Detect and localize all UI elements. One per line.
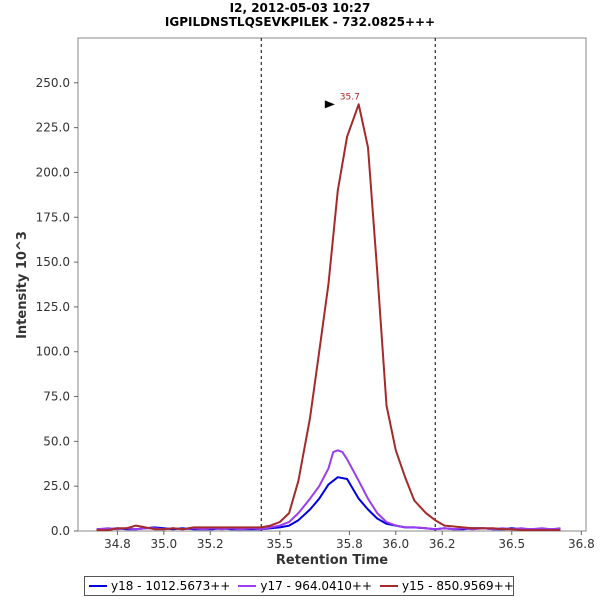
y-tick-label: 25.0	[43, 479, 70, 493]
series-line	[96, 103, 561, 532]
y-tick-label: 225.0	[36, 121, 70, 135]
y-tick-label: 0.0	[51, 524, 70, 538]
x-tick-label: 34.8	[104, 537, 131, 551]
legend-item: y17 - 964.0410++	[238, 579, 372, 593]
y-tick-label: 175.0	[36, 210, 70, 224]
y-tick-label: 125.0	[36, 300, 70, 314]
x-tick-label: 36.2	[429, 537, 456, 551]
legend-item: y18 - 1012.5673++	[89, 579, 230, 593]
x-axis: 34.8 35.0 35.2 35.5 35.8 36.0 36.2 36.5 36.8	[104, 531, 595, 551]
x-tick-label: 35.2	[197, 537, 224, 551]
x-tick-label: 36.5	[498, 537, 525, 551]
x-tick-label: 35.0	[150, 537, 177, 551]
retention-window-markers	[260, 38, 436, 531]
x-tick-label: 36.8	[568, 537, 595, 551]
y-axis-title: Intensity 10^3	[15, 231, 30, 339]
legend: y18 - 1012.5673++ y17 - 964.0410++ y15 - 8…	[84, 576, 514, 596]
chart-title: I2, 2012-05-03 10:27	[229, 1, 371, 15]
legend-swatch	[89, 585, 107, 587]
y-tick-label: 50.0	[43, 434, 70, 448]
y-tick-label: 100.0	[36, 345, 70, 359]
legend-label: y18 - 1012.5673++	[111, 579, 231, 593]
peak-annotation: 35.7	[324, 92, 360, 109]
legend-swatch	[380, 585, 399, 587]
legend-item: y15 - 850.9569++	[380, 579, 514, 593]
legend-swatch	[238, 585, 257, 587]
x-tick-label: 36.0	[382, 537, 409, 551]
y-tick-label: 250.0	[36, 76, 70, 90]
legend-label: y17 - 964.0410++	[260, 579, 373, 593]
x-tick-label: 35.8	[336, 537, 363, 551]
chart-subtitle: IGPILDNSTLQSEVKPILEK - 732.0825+++	[164, 15, 436, 29]
x-axis-title: Retention Time	[276, 553, 388, 568]
plot-area	[77, 37, 587, 532]
x-tick-label: 35.5	[266, 537, 293, 551]
peak-label: 35.7	[340, 92, 360, 102]
y-tick-label: 200.0	[36, 165, 70, 179]
peak-arrow-icon	[324, 100, 335, 109]
y-tick-label: 150.0	[36, 255, 70, 269]
y-tick-label: 75.0	[43, 390, 70, 404]
legend-label: y15 - 850.9569++	[402, 579, 514, 593]
y-axis: 0.0 25.0 50.0 75.0 100.0 125.0 150.0 175.0 200.0…	[36, 76, 78, 538]
series-lines	[96, 103, 561, 532]
